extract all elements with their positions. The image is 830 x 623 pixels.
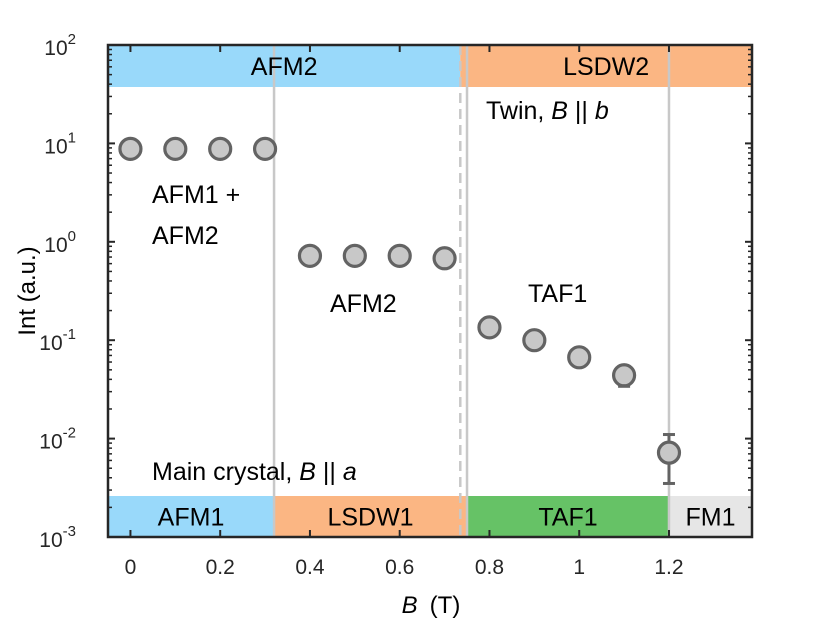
annotation-afm1-afm2-line2: AFM2 [152,222,219,250]
x-axis-label-symbol: B [402,592,418,619]
x-tick-label-4: 0.8 [475,556,504,579]
annotation-afm2: AFM2 [330,290,397,318]
bottom-band-label-0: AFM1 [158,504,225,532]
y-tick-label-5: 10-3 [39,523,76,552]
data-point-3 [252,136,278,161]
phase-bands [108,45,752,537]
bottom-band-label-2: TAF1 [538,504,597,532]
bottom-band-1 [274,496,468,537]
top-band-0 [108,45,461,87]
annotation-twin-axis: b [595,97,609,125]
annotation-main-b: B [299,458,316,486]
plot-frame [106,43,754,539]
data-marker [567,345,592,370]
y-tick-label-base: 10 [39,332,62,355]
data-point-1 [163,136,188,161]
annotation-twin-prefix: Twin, [486,97,551,125]
x-tick-label-1: 0.2 [206,556,235,579]
annotation-main-mid: || [316,458,343,486]
y-tick-label-exp: 1 [68,129,76,146]
annotation-main-crystal: Main crystal, B || a [152,458,357,486]
y-tick-label-exp: 2 [68,31,76,48]
annotation-main-prefix: Main crystal, [152,458,299,486]
annotation-twin-mid: || [568,97,595,125]
y-tick-label-1: 101 [44,129,76,158]
data-marker [342,243,367,268]
y-axis-label: Int (a.u.) [14,246,41,335]
data-point-12 [656,433,682,485]
y-tick-label-base: 10 [44,37,67,60]
y-tick-label-2: 100 [44,228,76,257]
annotation-afm1-afm2-line1: AFM1 + [152,181,240,209]
y-tick-label-exp: -2 [63,425,76,442]
data-marker [163,136,188,161]
y-tick-label-3: 10-1 [39,326,76,355]
data-point-0 [118,136,143,161]
y-tick-label-0: 102 [44,31,76,60]
bottom-band-label-3: FM1 [685,504,735,532]
data-marker [387,243,412,268]
y-tick-label-exp: -1 [63,326,76,343]
bottom-band-0 [108,496,275,537]
top-band-1 [460,45,752,87]
x-axis-label: B (T) [402,592,461,619]
bottom-band-3 [668,496,752,537]
data-marker [611,363,637,388]
data-marker [297,243,323,268]
data-point-8 [477,315,502,340]
data-point-2 [208,136,233,161]
annotation-twin: Twin, B || b [486,97,609,125]
y-tick-label-base: 10 [39,529,62,552]
y-tick-label-exp: -3 [63,523,76,540]
data-point-7 [432,246,457,271]
x-tick-label-2: 0.4 [295,556,325,579]
bottom-band-2 [467,496,669,537]
data-marker [477,315,502,340]
data-marker [522,328,547,353]
x-tick-label-0: 0 [125,556,137,579]
data-marker [432,246,457,271]
y-tick-label-4: 10-2 [39,425,76,454]
y-tick-label-base: 10 [44,234,67,257]
annotation-twin-b: B [551,97,568,125]
data-point-5 [342,243,367,268]
data-marker [208,136,233,161]
data-marker [118,136,143,161]
phase-band-labels: AFM2 LSDW2 AFM1 LSDW1 TAF1 FM1 [158,53,736,532]
annotation-main-axis: a [343,458,357,486]
x-axis-label-unit: (T) [430,592,461,619]
data-series [118,136,682,485]
top-band-label-1: LSDW2 [563,53,649,81]
data-marker [656,440,682,465]
data-point-6 [387,243,412,268]
y-tick-label-base: 10 [44,135,67,158]
data-point-11 [611,363,637,388]
bottom-band-label-1: LSDW1 [327,504,413,532]
x-tick-label-3: 0.6 [385,556,414,579]
y-tick-label-exp: 0 [68,228,76,245]
data-marker [252,136,278,161]
data-point-10 [567,345,592,370]
top-band-label-0: AFM2 [251,53,318,81]
data-point-4 [297,243,323,268]
y-tick-label-base: 10 [39,431,62,454]
annotation-taf1: TAF1 [528,280,587,308]
x-tick-label-5: 1 [573,556,585,579]
data-point-9 [522,328,547,353]
x-tick-label-6: 1.2 [654,556,683,579]
